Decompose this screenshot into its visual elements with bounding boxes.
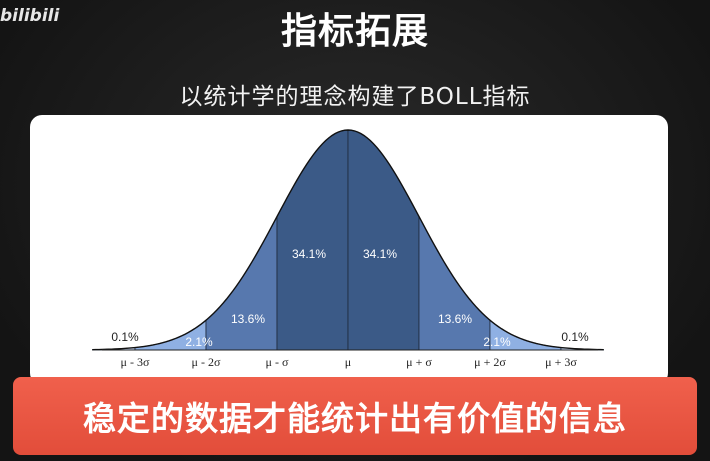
caption-banner: 稳定的数据才能统计出有价值的信息 (13, 377, 697, 455)
band-label-7: 0.1% (561, 330, 589, 344)
distribution-curve (92, 129, 604, 351)
tick-label-6: μ + 3σ (545, 355, 577, 369)
tick-label-2: μ - σ (266, 355, 289, 369)
bilibili-logo: bilibili (0, 6, 60, 26)
tick-label-4: μ + σ (406, 355, 432, 369)
band-label-4: 34.1% (363, 247, 397, 261)
band-area-4 (347, 129, 420, 351)
normal-distribution-chart: 0.1% 2.1% 13.6% 34.1% 34.1% 13.6% 2.1% 0.1% μ - … (92, 129, 604, 369)
chart-card: 0.1% 2.1% 13.6% 34.1% 34.1% 13.6% 2.1% 0.1% μ - … (30, 115, 668, 385)
band-label-2: 13.6% (231, 312, 265, 326)
page-title: 指标拓展 (280, 11, 429, 52)
band-label-5: 13.6% (438, 312, 472, 326)
band-area-3 (276, 129, 349, 351)
tick-label-1: μ - 2σ (192, 355, 221, 369)
band-label-3: 34.1% (292, 247, 326, 261)
band-label-1: 2.1% (185, 335, 213, 349)
page-subtitle: 以统计学的理念构建了BOLL指标 (179, 84, 531, 110)
band-label-0: 0.1% (111, 330, 139, 344)
tick-label-3: μ (345, 355, 351, 369)
tick-label-5: μ + 2σ (474, 355, 506, 369)
band-label-6: 2.1% (483, 335, 511, 349)
tick-label-0: μ - 3σ (121, 355, 150, 369)
